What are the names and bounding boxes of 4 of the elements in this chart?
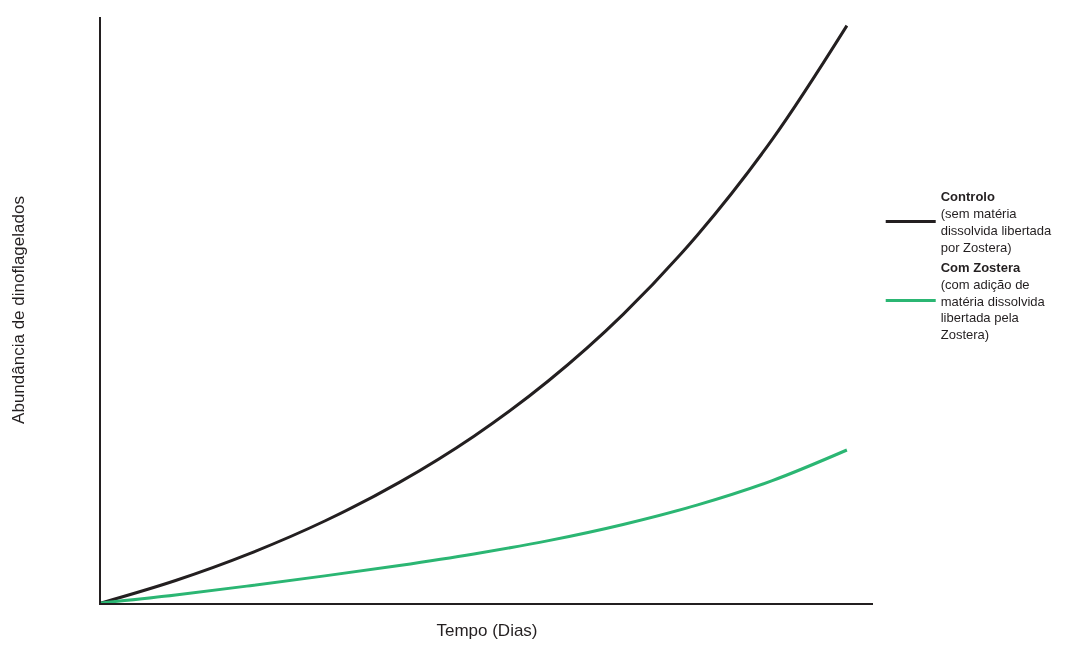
y-axis-title: Abundância de dinoflagelados xyxy=(9,196,29,424)
legend-label: Com Zostera (com adição de matéria dissolvida libertada pela Zostera) xyxy=(940,259,1046,343)
x-axis-title: Tempo (Dias) xyxy=(436,621,538,641)
legend-label: Controlo (sem matéria dissolvida libertada por Zostera) xyxy=(940,189,1053,255)
